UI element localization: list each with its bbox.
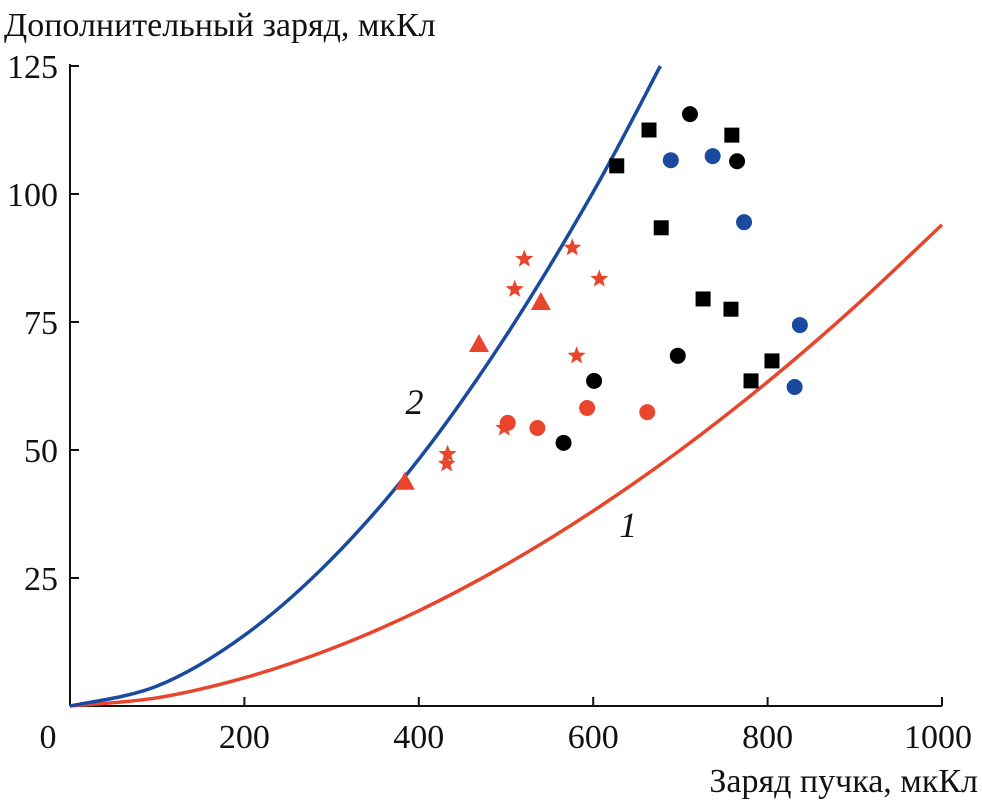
red-star-point xyxy=(438,444,457,462)
y-tick-label: 100 xyxy=(7,177,58,214)
black-circle-point xyxy=(586,372,603,389)
x-tick-label: 200 xyxy=(219,719,270,756)
blue-circle-point xyxy=(736,214,753,231)
black-square-point xyxy=(724,127,740,143)
black-square-point xyxy=(695,291,711,307)
red-triangle-point xyxy=(530,292,551,311)
black-circle-point xyxy=(681,106,698,123)
y-tick-label: 75 xyxy=(24,305,58,342)
red-star-point xyxy=(567,346,586,364)
x-tick-label: 800 xyxy=(742,719,793,756)
red-star-point xyxy=(495,418,514,436)
blue-circle-point xyxy=(786,379,803,396)
black-square-point xyxy=(764,353,780,369)
black-square-point xyxy=(653,220,669,236)
black-square-point xyxy=(723,301,739,317)
y-tick-label: 125 xyxy=(7,49,58,86)
curve-label-2: 2 xyxy=(405,382,423,422)
curve-label-1: 1 xyxy=(619,505,637,545)
red-star-point xyxy=(563,238,582,256)
red-star-point xyxy=(505,279,524,297)
blue-circle-point xyxy=(791,317,808,334)
black-square-point xyxy=(641,122,657,138)
x-tick-label: 1000 xyxy=(904,719,972,756)
black-circle-point xyxy=(669,347,686,364)
curve-2 xyxy=(69,65,662,708)
y-tick-label: 25 xyxy=(24,561,58,598)
x-axis-label: Заряд пучка, мкКл xyxy=(709,763,978,800)
curve-1 xyxy=(69,223,944,708)
x-tick-label: 400 xyxy=(393,719,444,756)
red-star-point xyxy=(437,454,456,472)
red-star-point xyxy=(590,269,609,287)
red-circle-point xyxy=(639,404,656,421)
black-square-point xyxy=(609,158,625,174)
red-circle-point xyxy=(579,400,596,417)
blue-circle-point xyxy=(704,148,721,165)
blue-circle-point xyxy=(662,152,679,169)
x-tick-label: 0 xyxy=(40,719,57,756)
y-axis-label: Дополнительный заряд, мкКл xyxy=(4,7,436,44)
red-circle-point xyxy=(529,419,546,436)
red-triangle-point xyxy=(394,471,415,490)
y-tick-label: 50 xyxy=(24,433,58,470)
x-tick-label: 600 xyxy=(568,719,619,756)
red-star-point xyxy=(515,249,534,267)
black-circle-point xyxy=(555,434,572,451)
black-square-point xyxy=(743,373,759,389)
red-triangle-point xyxy=(468,334,489,353)
black-circle-point xyxy=(729,153,746,170)
